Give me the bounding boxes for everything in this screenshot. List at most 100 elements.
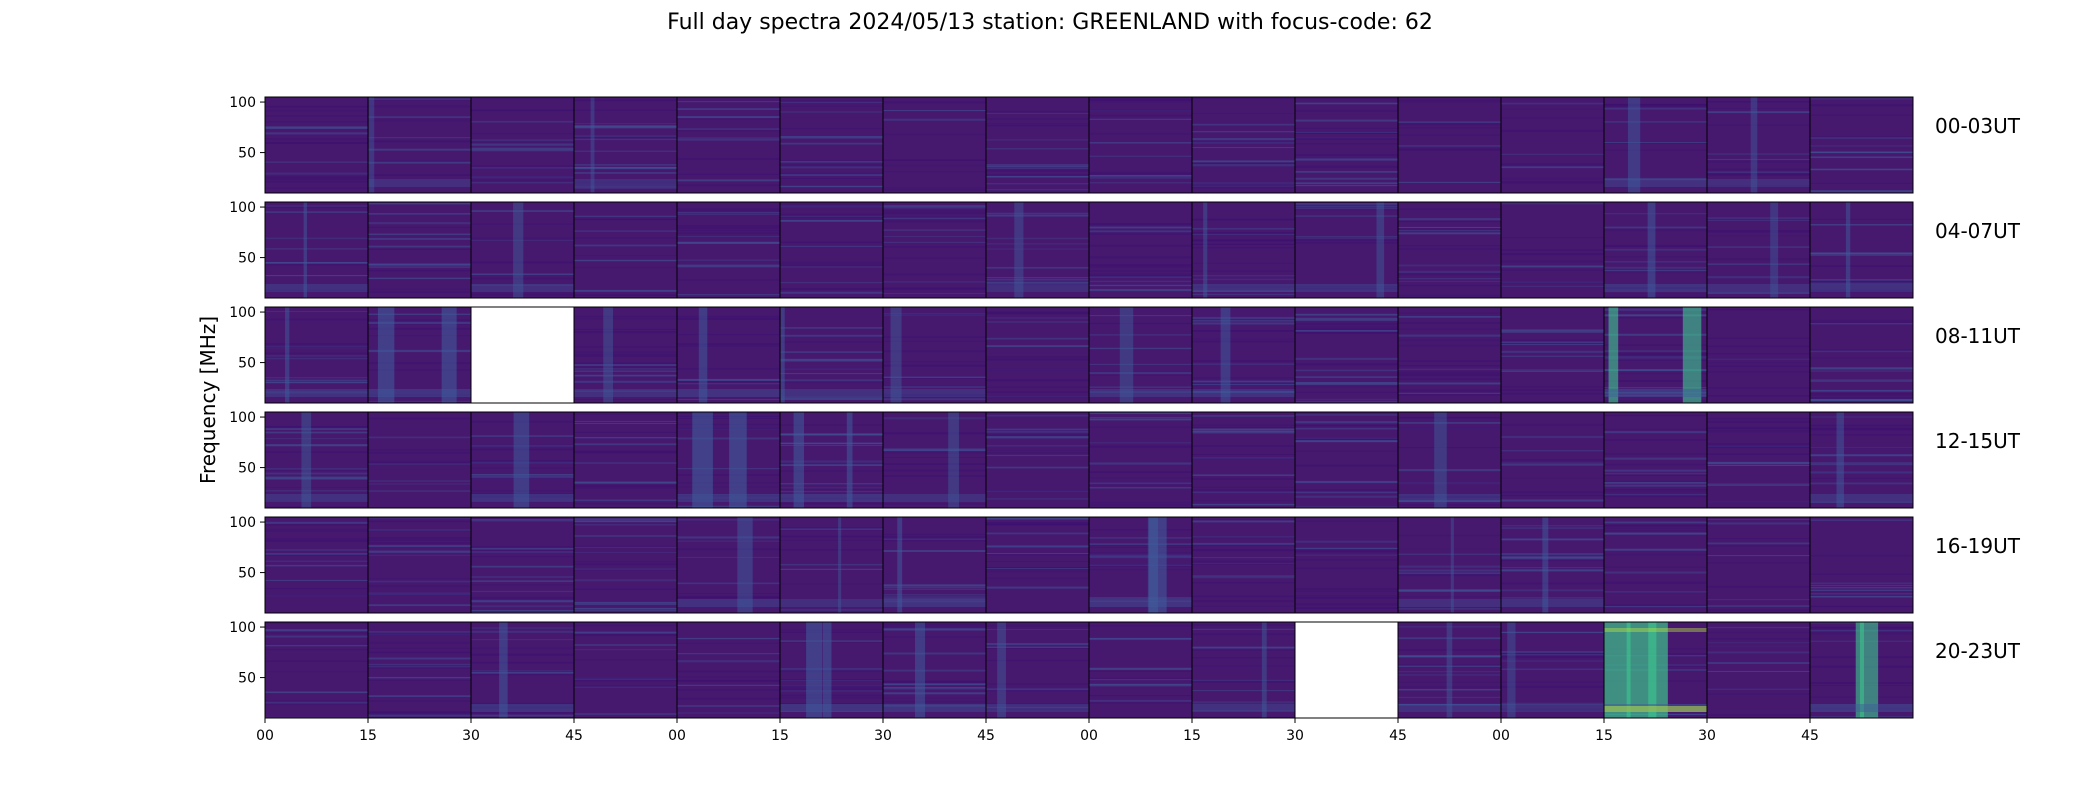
spectrum-panel: [676, 411, 781, 509]
y-tick-label: 100: [229, 305, 256, 321]
spectrum-panel: [1294, 201, 1399, 299]
x-tick-label: 00: [668, 728, 686, 744]
x-tick-label: 00: [1080, 728, 1098, 744]
spectrum-panel: [676, 306, 781, 404]
y-tick-label: 50: [238, 251, 256, 267]
spectrum-panel: [1809, 621, 1914, 719]
spectrum-panel: [779, 621, 884, 719]
x-tick-label: 15: [1595, 728, 1613, 744]
y-tick-label: 50: [238, 671, 256, 687]
x-tick-label: 30: [462, 728, 480, 744]
x-tick-label: 45: [565, 728, 583, 744]
spectrum-panel: [985, 621, 1090, 719]
row-08-11ut: 100 50 08-11UT: [229, 305, 2021, 404]
spectrum-panel: [573, 516, 678, 614]
spectrum-panel: [779, 96, 884, 194]
x-tick-label: 30: [874, 728, 892, 744]
spectrum-panel: [1500, 411, 1605, 509]
spectrum-panel: [1603, 516, 1708, 614]
row-20-23ut: 100 50 20-23UT: [229, 620, 2021, 719]
row-16-19ut: 100 50 16-19UT: [229, 515, 2021, 614]
y-tick-label: 50: [238, 356, 256, 372]
spectrum-panel: [882, 516, 987, 614]
x-tick-label: 15: [359, 728, 377, 744]
x-tick-label: 00: [256, 728, 274, 744]
x-tick-label: 45: [1801, 728, 1819, 744]
spectrum-panel: [470, 411, 575, 509]
row-time-label: 12-15UT: [1935, 429, 2021, 453]
y-tick-label: 100: [229, 620, 256, 636]
spectrum-panel: [1603, 201, 1708, 299]
spectrum-panel: [1294, 306, 1399, 404]
row-time-label: 16-19UT: [1935, 534, 2021, 558]
spectrum-panel: [882, 306, 987, 404]
spectrum-panel: [264, 411, 369, 509]
spectrum-panel: [573, 621, 678, 719]
spectrum-panel: [1191, 621, 1296, 719]
spectrum-panel: [264, 201, 369, 299]
spectrum-panel: [1706, 96, 1811, 194]
spectrum-panel: [779, 516, 884, 614]
spectrum-panel: [1397, 411, 1502, 509]
spectrum-panel: [1191, 306, 1296, 404]
y-tick-label: 50: [238, 566, 256, 582]
spectrum-panel: [367, 306, 472, 404]
spectrum-panel: [264, 621, 369, 719]
spectrum-panel: [1500, 516, 1605, 614]
spectrum-panel: [1603, 96, 1708, 194]
spectrum-panel: [1294, 621, 1399, 719]
spectrum-panel: [1603, 621, 1708, 719]
spectrum-panel: [573, 96, 678, 194]
spectrum-panel: [573, 411, 678, 509]
spectrum-panel: [1088, 306, 1193, 404]
x-tick-label: 15: [1183, 728, 1201, 744]
y-tick-label: 100: [229, 200, 256, 216]
spectrum-panel: [985, 411, 1090, 509]
x-tick-label: 30: [1286, 728, 1304, 744]
x-tick-label: 45: [1389, 728, 1407, 744]
spectrum-panel: [1809, 516, 1914, 614]
spectrum-panel: [1706, 306, 1811, 404]
spectrum-panel: [1397, 96, 1502, 194]
spectrum-panel: [985, 516, 1090, 614]
x-axis: 00 15 30 45 00 15 30 45 00 15 30 45 00 15 30 45: [256, 718, 1819, 744]
spectrum-panel: [1088, 411, 1193, 509]
y-tick-label: 50: [238, 461, 256, 477]
spectrum-panel: [676, 96, 781, 194]
spectrum-panel: [779, 411, 884, 509]
spectrum-panel: [367, 96, 472, 194]
spectrum-panel: [1809, 306, 1914, 404]
spectrum-panel: [1706, 411, 1811, 509]
row-04-07ut: 100 50 04-07UT: [229, 200, 2021, 299]
spectrum-panel: [1088, 621, 1193, 719]
spectrum-panel: [1397, 621, 1502, 719]
spectrum-panel: [573, 306, 678, 404]
row-time-label: 04-07UT: [1935, 219, 2021, 243]
spectrum-panel: [367, 411, 472, 509]
spectrum-panel: [470, 621, 575, 719]
spectrum-panel: [1809, 201, 1914, 299]
spectrum-panel: [573, 201, 678, 299]
spectrum-panel: [1294, 96, 1399, 194]
spectrum-panel: [1088, 201, 1193, 299]
spectrum-panel: [1191, 411, 1296, 509]
x-tick-label: 00: [1492, 728, 1510, 744]
spectrum-panel: [1191, 96, 1296, 194]
spectrum-panel: [367, 621, 472, 719]
spectrum-panel: [1500, 621, 1605, 719]
spectrum-panel: [1191, 516, 1296, 614]
spectrum-panel: [1603, 411, 1708, 509]
spectrum-panel: [676, 201, 781, 299]
spectrum-panel: [985, 96, 1090, 194]
spectrum-panel: [1500, 96, 1605, 194]
spectrum-panel: [367, 201, 472, 299]
spectrum-panel: [985, 306, 1090, 404]
spectrum-panel: [1706, 621, 1811, 719]
spectrum-panel: [1088, 516, 1193, 614]
spectrum-panel: [264, 516, 369, 614]
spectrum-panel: [1397, 201, 1502, 299]
row-time-label: 08-11UT: [1935, 324, 2021, 348]
spectrum-panel: [1294, 411, 1399, 509]
spectrum-panel: [1397, 516, 1502, 614]
spectrum-panel: [1809, 411, 1914, 509]
